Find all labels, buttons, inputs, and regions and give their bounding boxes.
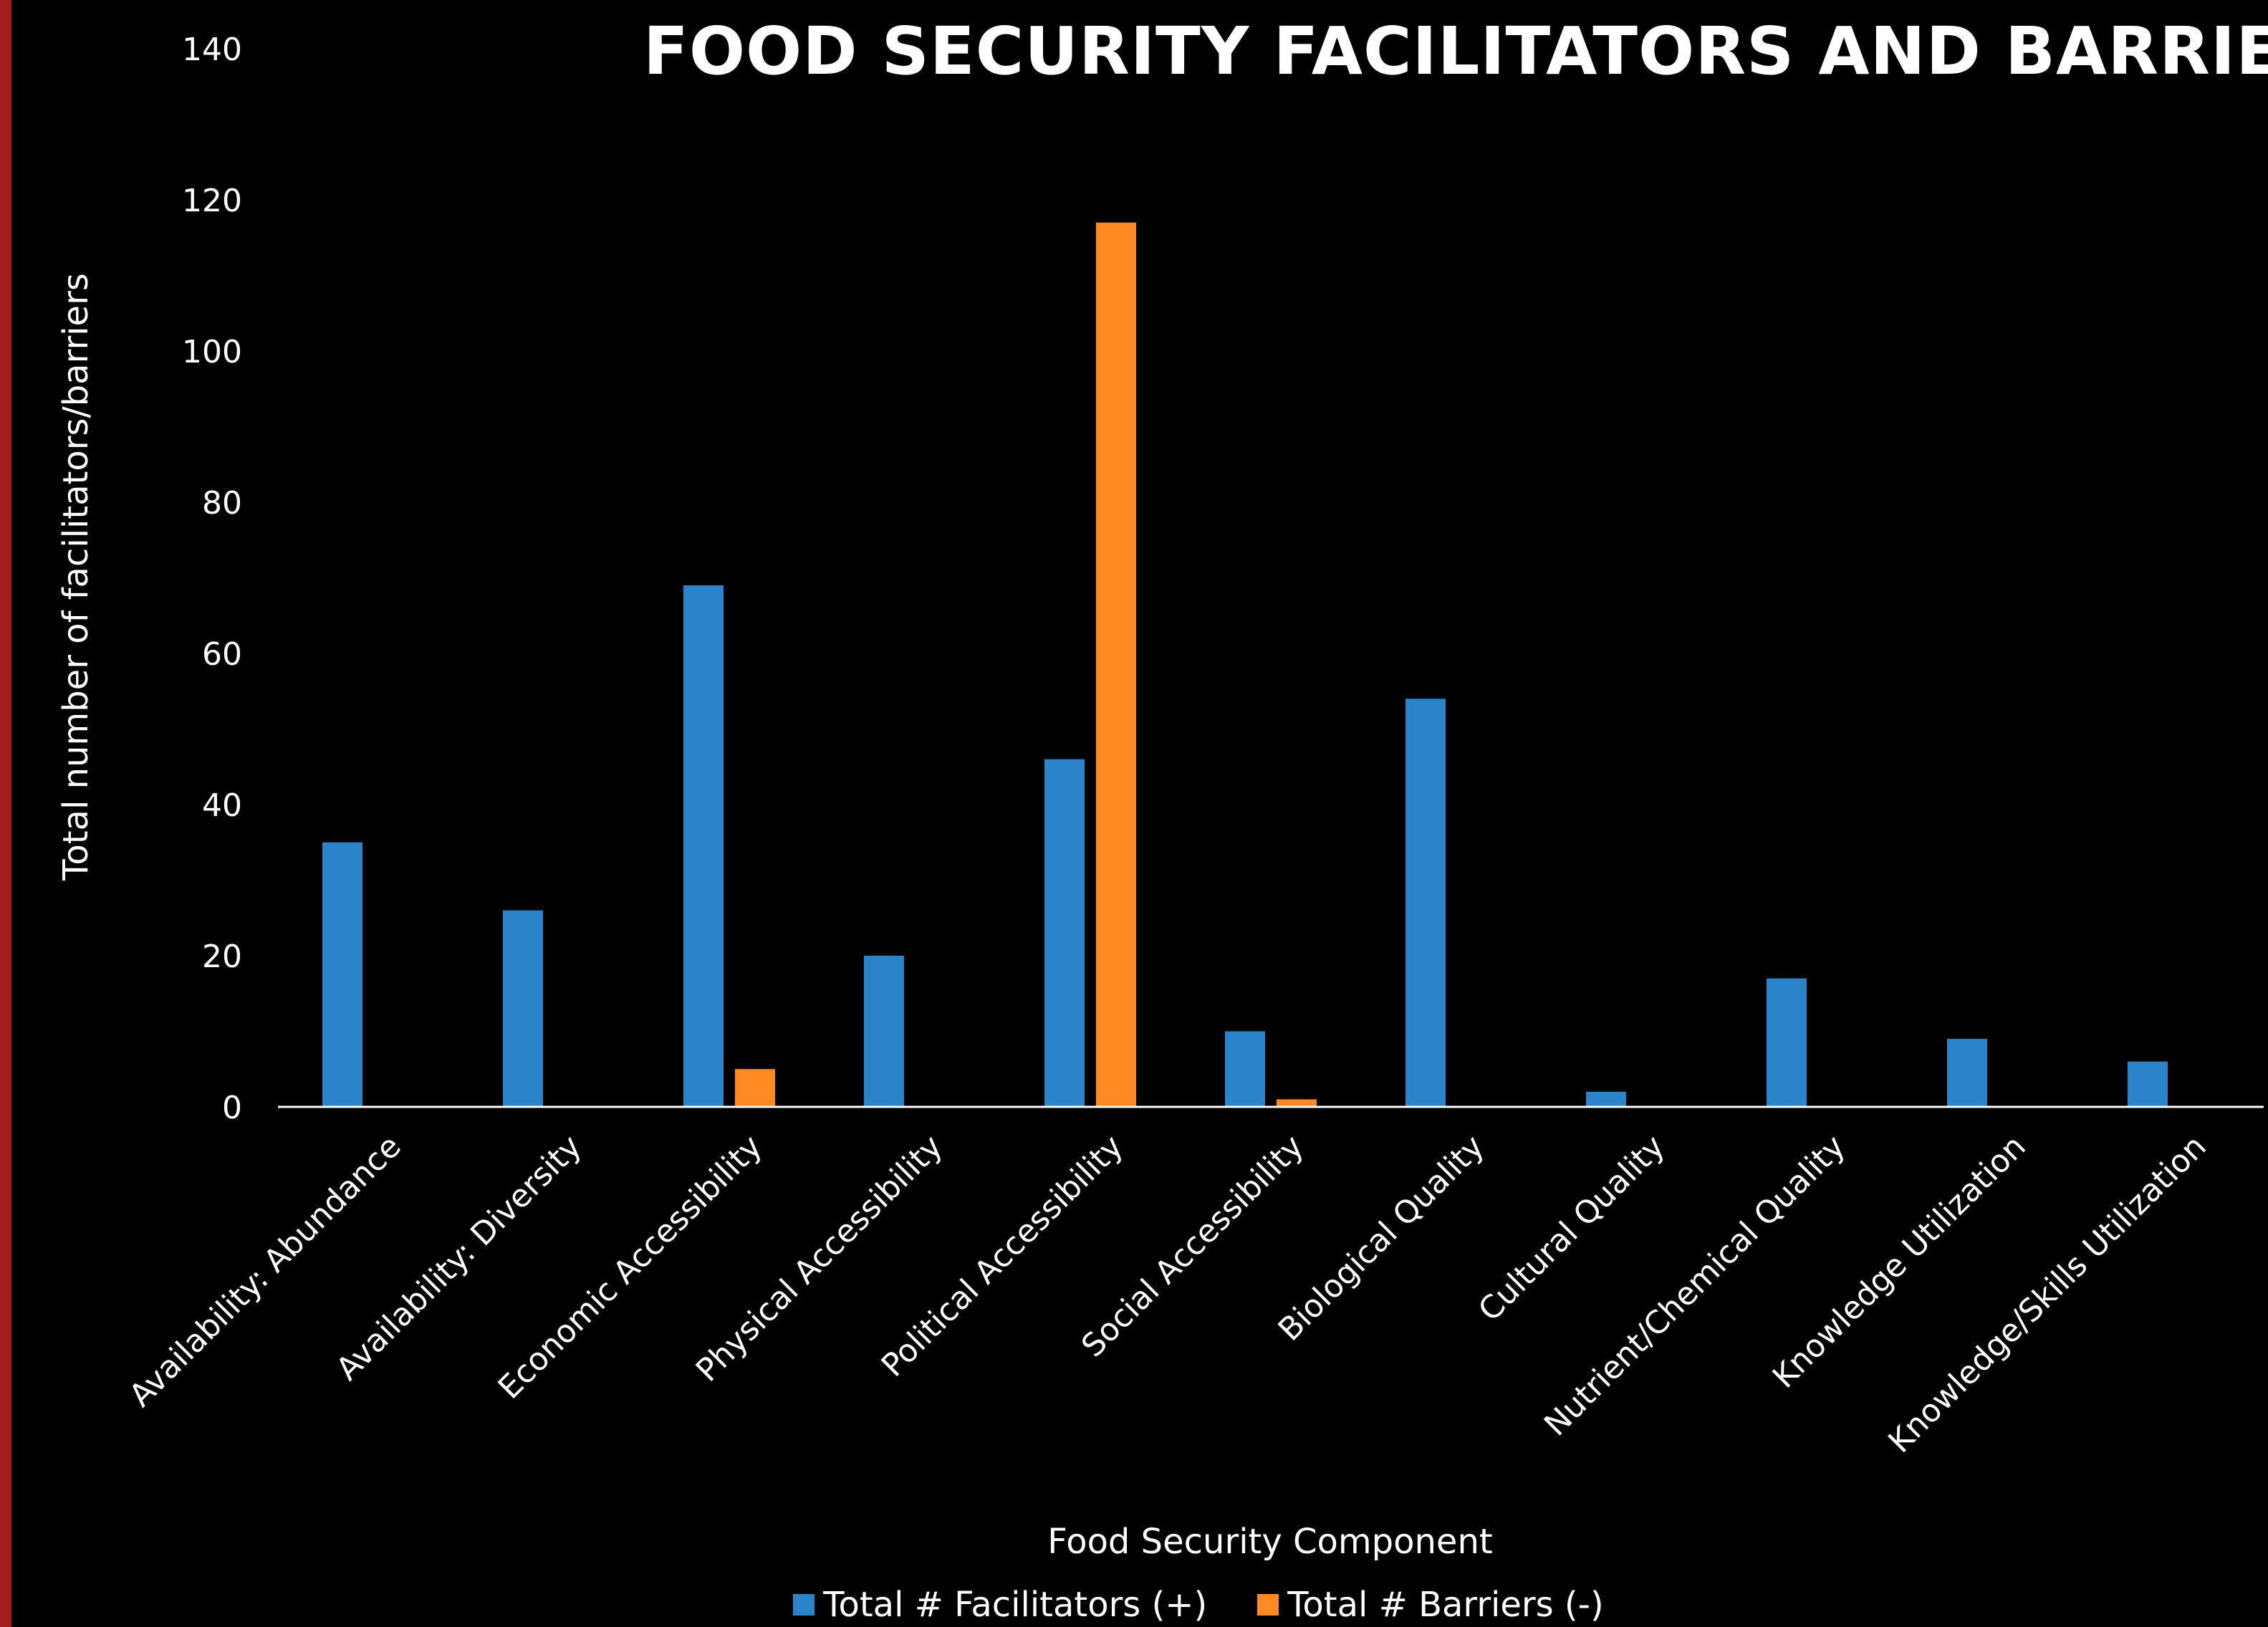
bar-facilitators <box>1406 699 1446 1107</box>
y-tick-label: 140 <box>182 32 242 68</box>
bar-facilitators <box>683 585 724 1107</box>
legend-swatch-facilitators <box>793 1594 815 1616</box>
y-tick-label: 0 <box>222 1090 242 1126</box>
y-axis-title: Total number of facilitators/barriers <box>56 273 96 881</box>
bar-facilitators <box>2128 1061 2168 1107</box>
bar-facilitators <box>503 910 543 1107</box>
y-tick-label: 20 <box>202 939 242 975</box>
legend-label-barriers: Total # Barriers (-) <box>1287 1585 1604 1625</box>
bar-barriers <box>1096 222 1136 1107</box>
bar-barriers <box>1277 1099 1317 1107</box>
legend-swatch-barriers <box>1257 1594 1279 1616</box>
legend-label-facilitators: Total # Facilitators (+) <box>823 1585 1208 1625</box>
bar-group <box>322 222 2168 1107</box>
x-category-label: Nutrient/Chemical Quality <box>1537 1128 1853 1444</box>
bar-facilitators <box>322 842 362 1107</box>
y-tick-label: 40 <box>202 787 242 824</box>
y-axis-ticks: 0 20 40 60 80 100 120 140 <box>182 32 242 1126</box>
y-tick-label: 120 <box>182 183 242 219</box>
bar-facilitators <box>1225 1031 1265 1107</box>
y-tick-label: 100 <box>182 334 242 370</box>
bar-facilitators <box>864 956 904 1107</box>
legend-item-facilitators: Total # Facilitators (+) <box>793 1585 1207 1625</box>
legend: Total # Facilitators (+) Total # Barrier… <box>0 1585 2268 1625</box>
x-category-label: Knowledge/Skills Utilization <box>1882 1128 2214 1460</box>
y-tick-label: 60 <box>202 636 242 673</box>
x-axis-title: Food Security Component <box>1047 1522 1492 1562</box>
chart-title: FOOD SECURITY FACILITATORS AND BARRIERS <box>643 13 2268 90</box>
bar-barriers <box>735 1069 775 1107</box>
bar-facilitators <box>1044 759 1085 1107</box>
bar-facilitators <box>1947 1039 1987 1107</box>
legend-item-barriers: Total # Barriers (-) <box>1257 1585 1604 1625</box>
x-category-label: Biological Quality <box>1272 1128 1491 1348</box>
left-accent-rule <box>0 0 11 1627</box>
bar-facilitators <box>1586 1091 1626 1107</box>
x-category-label: Cultural Quality <box>1471 1128 1672 1329</box>
bar-facilitators <box>1767 978 1807 1107</box>
y-tick-label: 80 <box>202 485 242 522</box>
